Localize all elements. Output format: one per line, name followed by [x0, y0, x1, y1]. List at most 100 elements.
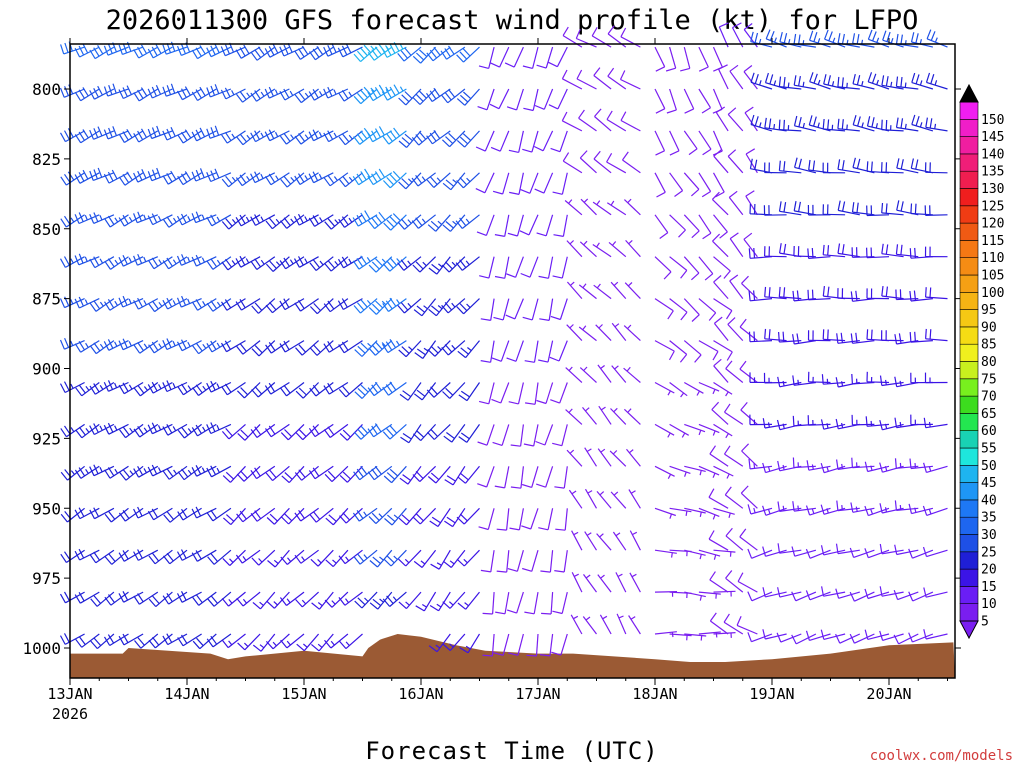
barb-full	[269, 260, 277, 269]
colorbar-label: 65	[981, 407, 997, 422]
barb-full	[431, 516, 441, 524]
barb-full	[147, 424, 153, 434]
barb-full	[111, 169, 118, 180]
barb-full	[191, 49, 199, 59]
barb-full	[910, 158, 914, 169]
barb-half	[831, 81, 835, 87]
wind-barb	[505, 298, 524, 320]
barb-half	[610, 200, 615, 206]
barb-full	[119, 472, 127, 481]
barb-full	[837, 159, 841, 170]
barb-full	[166, 424, 173, 434]
barb-full	[778, 201, 782, 212]
wind-barb	[866, 116, 890, 132]
barb-full	[820, 545, 825, 556]
barb-full	[133, 133, 140, 143]
barb-staff	[549, 633, 554, 656]
barb-staff	[597, 574, 612, 593]
wind-barb	[206, 422, 232, 435]
barb-half	[928, 466, 932, 472]
barb-full	[783, 119, 785, 130]
barb-full	[337, 300, 344, 310]
barb-full	[691, 188, 700, 197]
barb-half	[451, 302, 456, 308]
barb-full	[195, 506, 202, 517]
barb-staff	[868, 38, 890, 48]
wind-barb	[750, 72, 773, 90]
barb-staff	[713, 323, 729, 341]
wind-barb	[579, 366, 597, 383]
barb-full	[745, 190, 755, 197]
barb-staff	[779, 129, 802, 132]
wind-barb	[104, 591, 129, 606]
barb-staff	[669, 340, 688, 355]
barb-half	[855, 506, 858, 512]
barb-full	[312, 467, 320, 477]
barb-half	[569, 449, 575, 454]
barb-staff	[544, 424, 554, 446]
barb-full	[133, 551, 139, 561]
barb-full	[398, 558, 407, 567]
wind-barb	[895, 117, 919, 132]
barb-full	[827, 119, 830, 130]
barb-full	[269, 217, 277, 227]
barb-staff	[911, 507, 934, 515]
barb-full	[341, 216, 349, 226]
wind-barb	[163, 507, 188, 523]
barb-full	[323, 46, 329, 57]
barb-half	[817, 38, 821, 44]
wind-barb	[430, 549, 451, 570]
wind-barb	[591, 26, 612, 48]
barb-staff	[882, 633, 904, 641]
barb-staff	[167, 633, 188, 646]
barb-staff	[852, 298, 875, 302]
barb-staff	[531, 550, 539, 572]
wind-barb	[849, 633, 875, 644]
wind-barb	[250, 214, 276, 226]
barb-full	[180, 634, 188, 644]
barb-staff	[926, 38, 948, 48]
barb-full	[237, 642, 246, 651]
wind-barb	[506, 88, 524, 111]
barb-full	[272, 43, 279, 54]
barb-staff	[625, 239, 641, 258]
barb-full	[762, 629, 766, 640]
barb-full	[267, 560, 276, 568]
barb-staff	[211, 214, 232, 227]
barb-full	[715, 106, 726, 113]
barb-full	[225, 218, 233, 227]
barb-full	[180, 88, 187, 98]
barb-full	[426, 135, 433, 145]
barb-full	[206, 382, 212, 393]
wind-barb	[480, 340, 495, 363]
barb-full	[725, 310, 733, 320]
barb-full	[506, 273, 516, 278]
barb-full	[353, 305, 361, 314]
barb-full	[426, 431, 435, 440]
barb-full	[294, 554, 302, 564]
barb-staff	[698, 631, 721, 635]
barb-full	[147, 128, 153, 139]
barb-staff	[866, 381, 890, 384]
barb-staff	[654, 423, 675, 436]
wind-barb	[727, 149, 744, 174]
barb-staff	[327, 88, 349, 99]
wind-barb	[713, 549, 736, 557]
wind-barb	[323, 130, 349, 143]
barb-half	[448, 601, 454, 606]
wind-barb	[309, 46, 334, 61]
wind-barb	[426, 130, 451, 145]
barb-full	[93, 88, 99, 98]
barb-half	[759, 80, 762, 86]
barb-staff	[684, 381, 704, 394]
barb-full	[225, 514, 235, 522]
barb-full	[156, 167, 161, 178]
barb-half	[381, 258, 387, 264]
barb-half	[128, 384, 133, 390]
barb-full	[264, 175, 272, 186]
barb-full	[353, 136, 361, 145]
barb-staff	[779, 86, 802, 90]
barb-staff	[765, 549, 787, 557]
barb-full	[313, 302, 321, 312]
barb-full	[133, 387, 141, 397]
